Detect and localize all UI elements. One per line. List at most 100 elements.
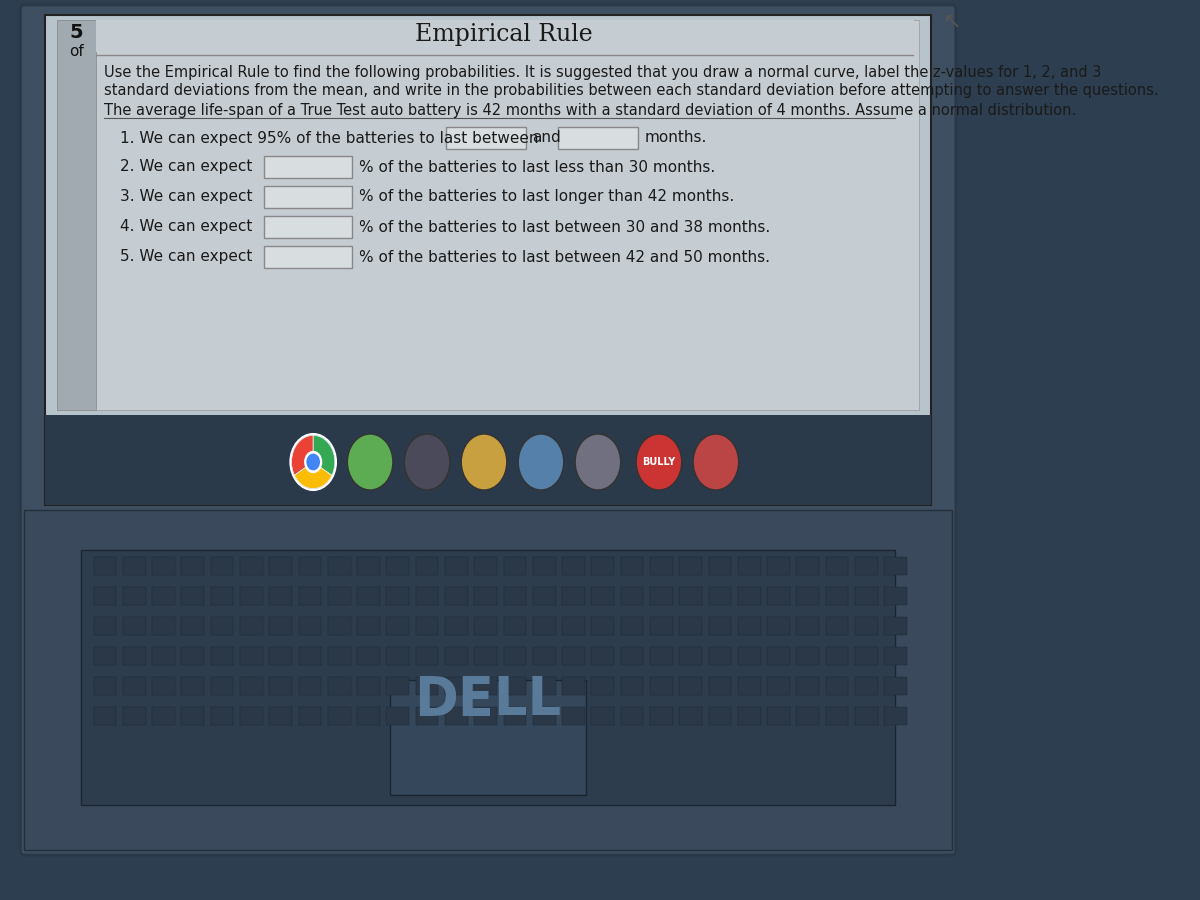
Bar [620,587,643,605]
Circle shape [306,454,320,471]
Text: % of the batteries to last less than 30 months.: % of the batteries to last less than 30 … [359,159,715,175]
Bar [94,557,116,575]
Bar [504,647,527,665]
Bar [884,557,907,575]
Bar [679,557,702,575]
Bar [679,647,702,665]
Bar [56,20,96,410]
Text: 4. We can expect: 4. We can expect [120,220,253,235]
Bar [299,587,322,605]
Bar [358,707,380,725]
Bar [445,677,468,695]
Bar [390,680,586,795]
Bar [415,677,438,695]
Bar [181,557,204,575]
Bar [708,677,731,695]
Bar [94,617,116,635]
Bar [474,587,497,605]
Bar [386,557,409,575]
Bar [181,677,204,695]
Bar [181,647,204,665]
Bar [152,647,175,665]
Bar [767,647,790,665]
Bar [299,647,322,665]
Text: Use the Empirical Rule to find the following probabilities. It is suggested that: Use the Empirical Rule to find the follo… [104,66,1102,80]
Bar [592,677,614,695]
Bar [504,587,527,605]
Bar [415,707,438,725]
Bar [211,617,234,635]
Circle shape [290,434,336,490]
Bar [122,587,145,605]
Bar [592,707,614,725]
Bar [562,647,584,665]
Bar [826,677,848,695]
Bar [299,707,322,725]
Bar [533,647,556,665]
Bar [558,127,637,149]
Bar [533,587,556,605]
Bar [738,617,761,635]
Bar [269,707,292,725]
Bar [269,677,292,695]
Bar [826,587,848,605]
Bar [620,557,643,575]
Bar [767,557,790,575]
Bar [767,587,790,605]
Bar [152,677,175,695]
Bar [854,677,877,695]
Bar [96,20,913,52]
Bar [620,617,643,635]
Bar [592,647,614,665]
Bar [826,557,848,575]
Bar [82,550,895,805]
Text: % of the batteries to last between 42 and 50 months.: % of the batteries to last between 42 an… [359,249,769,265]
Bar [386,617,409,635]
Text: ↖: ↖ [942,12,961,32]
Bar [592,587,614,605]
Circle shape [461,434,506,490]
Bar [679,707,702,725]
Bar [826,647,848,665]
Bar [94,677,116,695]
Bar [854,647,877,665]
Bar [708,647,731,665]
Bar [797,677,820,695]
Bar [708,617,731,635]
Bar [122,647,145,665]
Bar [122,557,145,575]
Bar [328,617,350,635]
Bar [650,557,673,575]
Bar [620,647,643,665]
Bar [474,707,497,725]
Bar [181,707,204,725]
Text: 1. We can expect 95% of the batteries to last between: 1. We can expect 95% of the batteries to… [120,130,539,146]
Bar [269,557,292,575]
Bar [650,707,673,725]
Bar [264,156,353,178]
Bar [445,127,526,149]
Text: and: and [532,130,560,146]
Bar [826,707,848,725]
Bar [504,677,527,695]
Bar [211,587,234,605]
Bar [884,587,907,605]
Bar [240,557,263,575]
Bar [884,647,907,665]
Bar [358,587,380,605]
Bar [767,617,790,635]
Bar [562,677,584,695]
Bar [328,707,350,725]
Bar [562,707,584,725]
Bar [445,617,468,635]
Circle shape [304,451,323,473]
Bar [94,707,116,725]
Bar [152,617,175,635]
Bar [386,707,409,725]
Bar [211,707,234,725]
Text: 3. We can expect: 3. We can expect [120,190,253,204]
Bar [884,707,907,725]
Bar [620,707,643,725]
Bar [797,617,820,635]
Text: Empirical Rule: Empirical Rule [415,22,593,46]
